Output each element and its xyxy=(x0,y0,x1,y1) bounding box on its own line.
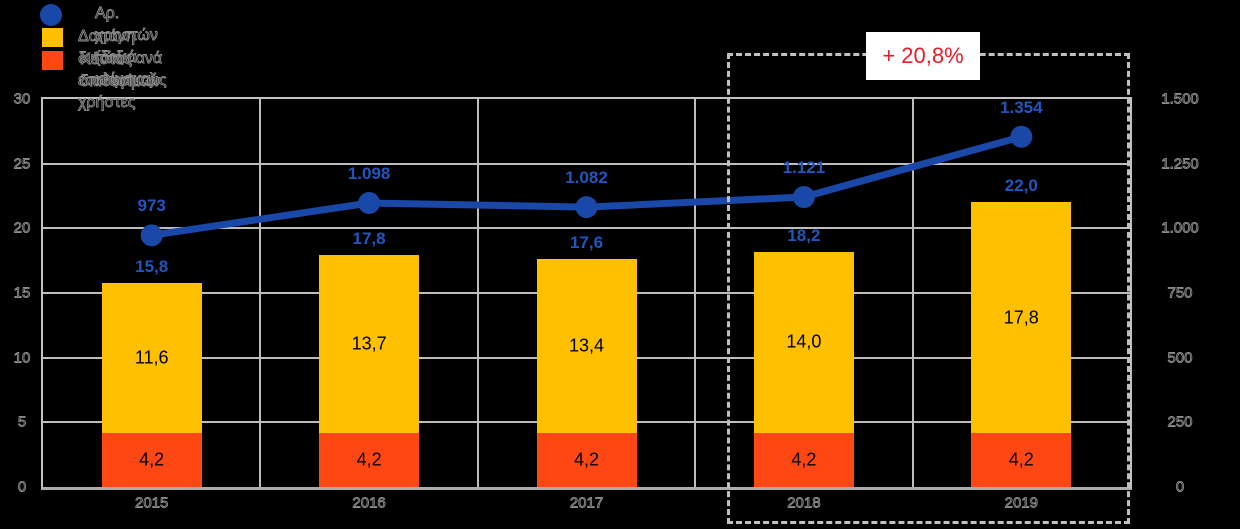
bar-value-variable: 17,8 xyxy=(1003,307,1039,328)
x-axis-year-label: 2015 xyxy=(135,494,169,512)
fixed-cost-swatch-icon xyxy=(42,51,63,70)
legend-item-variable-cost-label: Δαπάνη δικτύου ανά εσωτερικούς χρήστες xyxy=(78,28,167,112)
bar-value-variable: 11,6 xyxy=(134,347,169,368)
line-point-label: 1.082 xyxy=(565,168,608,188)
right-axis-tick: 750 xyxy=(1167,284,1193,302)
v-gridline xyxy=(476,99,479,487)
left-axis-tick: 25 xyxy=(13,155,31,173)
bar-value-fixed: 4,2 xyxy=(1008,449,1034,470)
annotation-growth-text: + 20,8% xyxy=(882,43,964,68)
bar-segment-variable xyxy=(753,251,854,433)
x-axis-year-label: 2017 xyxy=(569,494,604,512)
left-axis-tick: 0 xyxy=(17,478,27,496)
annotation-growth-badge: + 20,8% xyxy=(866,32,980,80)
bar-segment-fixed xyxy=(971,432,1072,487)
bar-value-fixed: 4,2 xyxy=(139,449,165,470)
bar-value-variable: 13,7 xyxy=(351,333,387,354)
left-axis-tick: 30 xyxy=(13,90,31,108)
bar-value-variable: 14,0 xyxy=(786,331,822,352)
right-axis-tick: 0 xyxy=(1175,478,1185,496)
right-axis-tick: 1.500 xyxy=(1161,90,1199,108)
x-axis-year-label: 2016 xyxy=(352,494,386,512)
bar-value-fixed: 4,2 xyxy=(356,449,382,470)
left-axis-tick: 20 xyxy=(13,219,31,237)
line-point-label: 1.354 xyxy=(1000,97,1043,117)
x-axis-year-label: 2019 xyxy=(1004,494,1038,512)
right-axis-tick: 1.250 xyxy=(1161,155,1199,173)
bar-value-variable: 13,4 xyxy=(568,335,605,356)
bar-total-label: 17,8 xyxy=(352,229,386,249)
bar-segment-fixed xyxy=(101,432,202,487)
bar-total-label: 17,6 xyxy=(569,233,604,253)
left-axis-tick: 10 xyxy=(13,349,31,367)
bar-value-fixed: 4,2 xyxy=(573,449,600,470)
bar-value-fixed: 4,2 xyxy=(791,449,817,470)
bar-segment-variable xyxy=(101,282,202,433)
line-point-label: 973 xyxy=(137,196,166,216)
line-series-swatch-icon xyxy=(40,4,62,26)
bar-segment-fixed xyxy=(753,432,854,487)
v-gridline xyxy=(694,99,697,487)
bar-segment-variable xyxy=(536,259,637,433)
right-axis-tick: 500 xyxy=(1167,349,1193,367)
v-gridline xyxy=(259,99,262,487)
bar-segment-variable xyxy=(319,255,420,433)
bar-segment-variable xyxy=(971,202,1072,433)
x-axis-year-label: 2018 xyxy=(787,494,821,512)
highlight-box-2018-2019 xyxy=(727,53,1130,524)
bar-segment-fixed xyxy=(319,432,420,487)
legend-item-fixed-cost-label: Κόστος διαθεσίμων xyxy=(80,51,162,91)
v-gridline xyxy=(911,99,914,487)
variable-cost-swatch-icon xyxy=(42,28,63,47)
right-axis-tick: 1.000 xyxy=(1161,219,1199,237)
bar-segment-fixed xyxy=(536,432,637,487)
line-point-label: 1.098 xyxy=(347,163,391,183)
left-axis-tick: 5 xyxy=(17,413,27,431)
legend-item-line-label: Αρ. χρηστών (δεξιά κλίμακα) xyxy=(95,5,159,89)
bar-total-label: 15,8 xyxy=(135,256,169,276)
left-axis-tick: 15 xyxy=(13,284,31,302)
right-axis-tick: 250 xyxy=(1167,413,1193,431)
plot-area xyxy=(41,97,1132,490)
